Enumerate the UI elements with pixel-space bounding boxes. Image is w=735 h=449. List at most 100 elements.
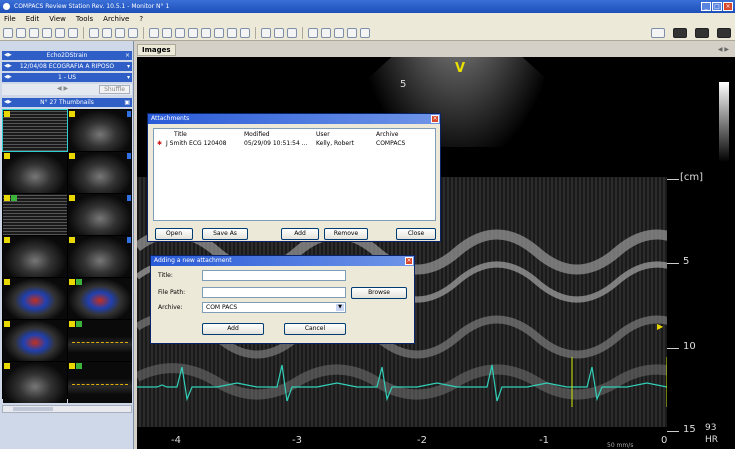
magnify-icon[interactable] — [334, 27, 344, 38]
title-input[interactable] — [202, 270, 346, 281]
contrast-icon[interactable] — [360, 27, 370, 38]
thumbnail[interactable] — [68, 110, 132, 151]
thumbnail[interactable] — [3, 152, 67, 193]
add-attachment-button[interactable]: Add — [281, 228, 319, 240]
arrow-icon[interactable] — [115, 27, 125, 38]
loop-icon[interactable] — [227, 27, 237, 38]
menu-help[interactable]: ? — [139, 15, 144, 23]
exam-dropdown-icon[interactable]: ▾ — [126, 63, 130, 70]
attachment-title[interactable]: J Smith ECG 120408 — [166, 140, 227, 147]
column-header-title[interactable]: Title — [174, 131, 187, 138]
archive-select[interactable]: COM PACS ▼ — [202, 302, 346, 313]
layout-icon[interactable] — [55, 27, 65, 38]
menu-archive[interactable]: Archive — [103, 15, 130, 23]
quad-view-icon[interactable] — [717, 28, 731, 38]
dual-view-icon[interactable] — [695, 28, 709, 38]
column-header-archive[interactable]: Archive — [376, 131, 399, 138]
print-preview-icon[interactable] — [29, 27, 39, 38]
thumbnail[interactable] — [68, 236, 132, 277]
study-bar[interactable]: ◀▶ Echo2DStrain × — [2, 51, 132, 60]
shuffle-arrows-icon[interactable]: ◀ ▶ — [57, 85, 69, 92]
print-icon[interactable] — [68, 27, 78, 38]
exam-nav-arrows-icon[interactable]: ◀▶ — [4, 63, 12, 69]
pan-hand-icon[interactable] — [347, 27, 357, 38]
minimize-button[interactable]: _ — [701, 2, 711, 11]
menu-file[interactable]: File — [4, 15, 16, 23]
select-icon[interactable] — [308, 27, 318, 38]
single-layout-icon[interactable] — [651, 28, 665, 38]
thumbnails-nav-arrows-icon[interactable]: ◀▶ — [4, 99, 12, 105]
thumbnail[interactable] — [3, 278, 67, 319]
cross-icon[interactable] — [321, 27, 331, 38]
marker-arrow-icon[interactable]: ▶ — [657, 322, 664, 331]
column-header-user[interactable]: User — [316, 131, 330, 138]
ecg-view-icon[interactable] — [673, 28, 687, 38]
thumbnail[interactable] — [68, 320, 132, 361]
thumbnail[interactable] — [68, 278, 132, 319]
tab-scroll-arrows-icon[interactable]: ◀ ▶ — [717, 46, 729, 53]
thumbnail[interactable] — [3, 320, 67, 361]
thumbnail-scrollbar[interactable] — [2, 405, 132, 413]
prev-frame-icon[interactable] — [175, 27, 185, 38]
remove-button[interactable]: Remove — [324, 228, 368, 240]
info-icon[interactable] — [42, 27, 52, 38]
menu-view[interactable]: View — [49, 15, 66, 23]
prev-fast-icon[interactable] — [162, 27, 172, 38]
file-path-label: File Path: — [158, 289, 186, 296]
loop-badge-icon — [69, 195, 75, 201]
add-button[interactable]: Add — [202, 323, 264, 335]
add-dialog-close-icon[interactable]: × — [405, 257, 413, 265]
series-bar[interactable]: ◀▶ 1 - US ▾ — [2, 73, 132, 82]
bookmark-icon — [127, 195, 131, 201]
maximize-button[interactable]: □ — [712, 2, 722, 11]
zoom-icon[interactable] — [274, 27, 284, 38]
menu-edit[interactable]: Edit — [25, 15, 40, 23]
main-toolbar — [0, 25, 735, 41]
file-path-input[interactable] — [202, 287, 346, 298]
depth-tick — [667, 431, 679, 432]
close-window-button[interactable]: × — [723, 2, 733, 11]
exam-bar[interactable]: ◀▶ 12/04/08 ECOGRAFIA A RIPOSO ▾ — [2, 62, 132, 71]
shuffle-button[interactable]: Shuffle — [99, 85, 130, 94]
play-icon[interactable] — [188, 27, 198, 38]
column-header-modified[interactable]: Modified — [244, 131, 270, 138]
thumbnail[interactable] — [68, 362, 132, 403]
cine-icon[interactable] — [128, 27, 138, 38]
menu-tools[interactable]: Tools — [75, 15, 94, 23]
series-nav-arrows-icon[interactable]: ◀▶ — [4, 74, 12, 80]
last-frame-icon[interactable] — [214, 27, 224, 38]
save-as-button[interactable]: Save As — [202, 228, 248, 240]
add-dialog-title-bar: Adding a new attachment × — [151, 256, 414, 266]
open-button[interactable]: Open — [155, 228, 193, 240]
speed-icon[interactable] — [240, 27, 250, 38]
tab-images[interactable]: Images — [137, 44, 176, 56]
first-frame-icon[interactable] — [149, 27, 159, 38]
loop-badge-icon — [4, 111, 10, 117]
close-study-icon[interactable]: × — [124, 52, 130, 59]
scrollbar-thumb[interactable] — [13, 407, 53, 411]
attachments-list[interactable]: Title Modified User Archive ✱ J Smith EC… — [153, 128, 436, 221]
window-icon[interactable] — [89, 27, 99, 38]
tile-icon[interactable] — [102, 27, 112, 38]
open-study-icon[interactable] — [3, 27, 13, 38]
thumbnail[interactable] — [3, 194, 67, 235]
cancel-button[interactable]: Cancel — [284, 323, 346, 335]
close-button[interactable]: Close — [396, 228, 436, 240]
attachments-close-icon[interactable]: × — [431, 115, 439, 123]
series-dropdown-icon[interactable]: ▾ — [126, 74, 130, 81]
thumbnail[interactable] — [3, 236, 67, 277]
browse-button[interactable]: Browse — [351, 287, 407, 299]
thumbnail[interactable] — [2, 109, 68, 152]
annotate-icon[interactable] — [287, 27, 297, 38]
thumbnail[interactable] — [68, 194, 132, 235]
attachments-dialog-title-bar: Attachments × — [148, 114, 440, 124]
chevron-down-icon[interactable]: ▼ — [336, 304, 344, 311]
study-nav-arrows-icon[interactable]: ◀▶ — [4, 52, 12, 58]
measure-icon[interactable] — [261, 27, 271, 38]
thumbnails-bar[interactable]: ◀▶ N° 27 Thumbnails ▣ — [2, 98, 132, 107]
next-frame-icon[interactable] — [201, 27, 211, 38]
thumbnail[interactable] — [68, 152, 132, 193]
thumbnail[interactable] — [3, 362, 67, 403]
thumbnails-menu-icon[interactable]: ▣ — [124, 99, 130, 106]
save-icon[interactable] — [16, 27, 26, 38]
